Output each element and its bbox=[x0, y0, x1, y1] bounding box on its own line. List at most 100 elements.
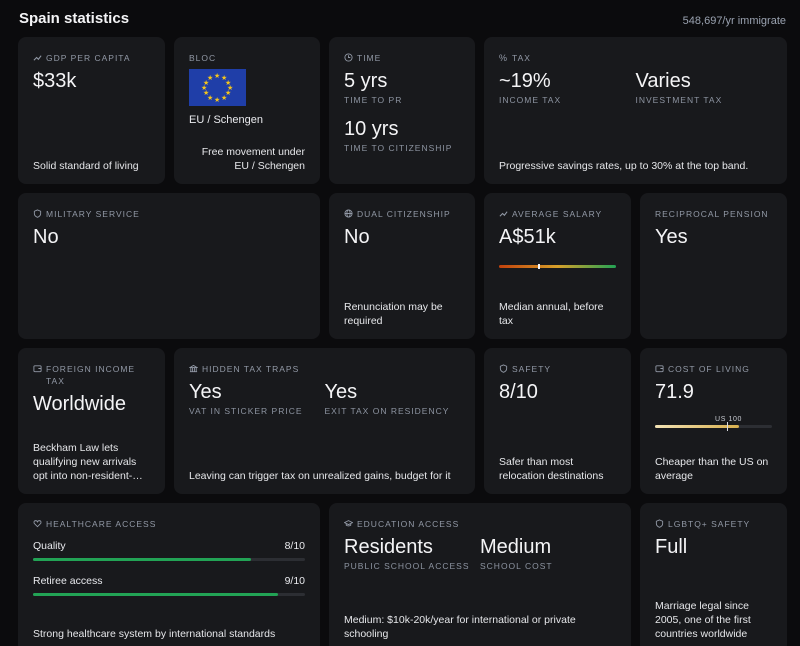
quality-label: Quality bbox=[33, 540, 66, 552]
dual-citizenship-card: DUAL CITIZENSHIP No Renunciation may be … bbox=[329, 193, 475, 339]
shield-icon bbox=[655, 519, 664, 528]
tax-note: Progressive savings rates, up to 30% at … bbox=[499, 160, 749, 172]
bank-icon bbox=[189, 364, 198, 373]
exit-tax-label: EXIT TAX ON RESIDENCY bbox=[324, 406, 450, 416]
bloc-note: Free movement under EU / Schengen bbox=[201, 146, 305, 172]
safety-card: SAFETY 8/10 Safer than most relocation d… bbox=[484, 348, 631, 494]
school-cost-value: Medium bbox=[480, 536, 552, 558]
time-pr-value: 5 yrs bbox=[344, 70, 388, 92]
military-label: MILITARY SERVICE bbox=[33, 208, 305, 220]
retiree-label: Retiree access bbox=[33, 575, 103, 587]
time-cit-value: 10 yrs bbox=[344, 118, 399, 140]
us-benchmark-label: US 100 bbox=[715, 416, 742, 423]
time-card: TIME 5 yrs TIME TO PR 10 yrs TIME TO CIT… bbox=[329, 37, 475, 184]
investment-tax-value: Varies bbox=[635, 70, 691, 92]
income-tax-value: ~19% bbox=[499, 70, 551, 92]
gdp-value: $33k bbox=[33, 70, 77, 92]
globe-icon bbox=[344, 209, 353, 218]
safety-note: Safer than most relocation destinations bbox=[499, 456, 604, 482]
education-label: EDUCATION ACCESS bbox=[344, 518, 616, 530]
pension-value: Yes bbox=[655, 226, 688, 248]
cost-of-living-card: COST OF LIVING 71.9 US 100 Cheaper than … bbox=[640, 348, 787, 494]
trend-up-icon bbox=[499, 211, 508, 217]
healthcare-label: HEALTHCARE ACCESS bbox=[33, 518, 305, 530]
quality-fill bbox=[33, 558, 251, 561]
exit-tax-value: Yes bbox=[324, 381, 358, 403]
lgbtq-label: LGBTQ+ SAFETY bbox=[655, 518, 772, 530]
quality-row: Quality 8/10 bbox=[33, 540, 305, 561]
safety-label: SAFETY bbox=[499, 363, 616, 375]
salary-label: AVERAGE SALARY bbox=[499, 208, 616, 220]
foreign-income-note: Beckham Law lets qualifying new arrivals… bbox=[33, 442, 143, 482]
foreign-income-card: FOREIGN INCOME TAX Worldwide Beckham Law… bbox=[18, 348, 165, 494]
public-school-label: PUBLIC SCHOOL ACCESS bbox=[344, 561, 470, 571]
salary-marker bbox=[537, 264, 540, 269]
time-label: TIME bbox=[344, 52, 460, 64]
lgbtq-value: Full bbox=[655, 536, 688, 558]
hidden-tax-label: HIDDEN TAX TRAPS bbox=[189, 363, 460, 375]
vat-label: VAT IN STICKER PRICE bbox=[189, 406, 303, 416]
salary-value: A$51k bbox=[499, 226, 556, 248]
dual-citizenship-value: No bbox=[344, 226, 370, 248]
salary-card: AVERAGE SALARY A$51k Median annual, befo… bbox=[484, 193, 631, 339]
wallet-icon bbox=[655, 365, 664, 373]
tax-card: % TAX ~19% INCOME TAX Varies INVESTMENT … bbox=[484, 37, 787, 184]
military-card: MILITARY SERVICE No bbox=[18, 193, 320, 339]
cost-track bbox=[655, 422, 772, 431]
cost-of-living-bar: US 100 bbox=[655, 416, 772, 431]
cost-of-living-label: COST OF LIVING bbox=[655, 363, 772, 375]
retiree-row: Retiree access 9/10 bbox=[33, 575, 305, 596]
cost-of-living-note: Cheaper than the US on average bbox=[655, 456, 769, 482]
page-title: Spain statistics bbox=[19, 10, 130, 27]
military-value: No bbox=[33, 226, 59, 248]
graduation-cap-icon bbox=[344, 520, 353, 527]
investment-tax-label: INVESTMENT TAX bbox=[635, 95, 723, 105]
foreign-income-value: Worldwide bbox=[33, 393, 126, 415]
gdp-card: GDP PER CAPITA $33k Solid standard of li… bbox=[18, 37, 165, 184]
bloc-value: EU / Schengen bbox=[189, 114, 263, 126]
vat-value: Yes bbox=[189, 381, 222, 403]
retiree-fill bbox=[33, 593, 278, 596]
gdp-note: Solid standard of living bbox=[33, 160, 139, 172]
education-card: EDUCATION ACCESS Residents PUBLIC SCHOOL… bbox=[329, 503, 631, 646]
salary-note: Median annual, before tax bbox=[499, 301, 604, 327]
time-pr-label: TIME TO PR bbox=[344, 95, 403, 105]
immigration-stat: 548,697/yr immigrate bbox=[682, 15, 786, 27]
healthcare-note: Strong healthcare system by internationa… bbox=[33, 628, 276, 640]
hidden-tax-card: HIDDEN TAX TRAPS Yes VAT IN STICKER PRIC… bbox=[174, 348, 475, 494]
dual-citizenship-note: Renunciation may be required bbox=[344, 301, 443, 327]
healthcare-card: HEALTHCARE ACCESS Quality 8/10 Retiree ac… bbox=[18, 503, 320, 646]
hidden-tax-note: Leaving can trigger tax on unrealized ga… bbox=[189, 470, 451, 482]
income-tax-label: INCOME TAX bbox=[499, 95, 562, 105]
pension-card: RECIPROCAL PENSION Yes bbox=[640, 193, 787, 339]
foreign-income-label: FOREIGN INCOME TAX bbox=[33, 363, 150, 387]
percent-icon: % bbox=[499, 53, 509, 63]
eu-flag-icon: ★ ★ ★ ★ ★ ★ ★ ★ ★ ★ ★ ★ bbox=[189, 69, 246, 106]
cost-of-living-value: 71.9 bbox=[655, 381, 694, 403]
safety-value: 8/10 bbox=[499, 381, 538, 403]
trend-up-icon bbox=[33, 55, 42, 61]
us-benchmark-marker bbox=[727, 422, 728, 431]
quality-value: 8/10 bbox=[284, 540, 305, 552]
retiree-value: 9/10 bbox=[284, 575, 305, 587]
lgbtq-note: Marriage legal since 2005, one of the fi… bbox=[655, 600, 751, 640]
salary-gradient-bar bbox=[499, 264, 616, 269]
public-school-value: Residents bbox=[344, 536, 433, 558]
bloc-label: BLOC bbox=[189, 53, 217, 63]
lgbtq-card: LGBTQ+ SAFETY Full Marriage legal since … bbox=[640, 503, 787, 646]
tax-label: % TAX bbox=[499, 53, 531, 63]
gdp-label: GDP PER CAPITA bbox=[33, 52, 150, 64]
cost-fill bbox=[655, 425, 740, 428]
shield-icon bbox=[499, 364, 508, 373]
bloc-card: BLOC ★ ★ ★ ★ ★ ★ ★ ★ ★ ★ ★ ★ EU / Schengen Free … bbox=[174, 37, 320, 184]
clock-icon bbox=[344, 53, 353, 62]
wallet-icon bbox=[33, 365, 42, 373]
pension-label: RECIPROCAL PENSION bbox=[655, 209, 769, 219]
time-cit-label: TIME TO CITIZENSHIP bbox=[344, 143, 453, 153]
dual-citizenship-label: DUAL CITIZENSHIP bbox=[344, 208, 460, 220]
shield-icon bbox=[33, 209, 42, 218]
education-note: Medium: $10k-20k/year for international … bbox=[344, 614, 576, 640]
school-cost-label: SCHOOL COST bbox=[480, 561, 553, 571]
heart-icon bbox=[33, 520, 42, 528]
